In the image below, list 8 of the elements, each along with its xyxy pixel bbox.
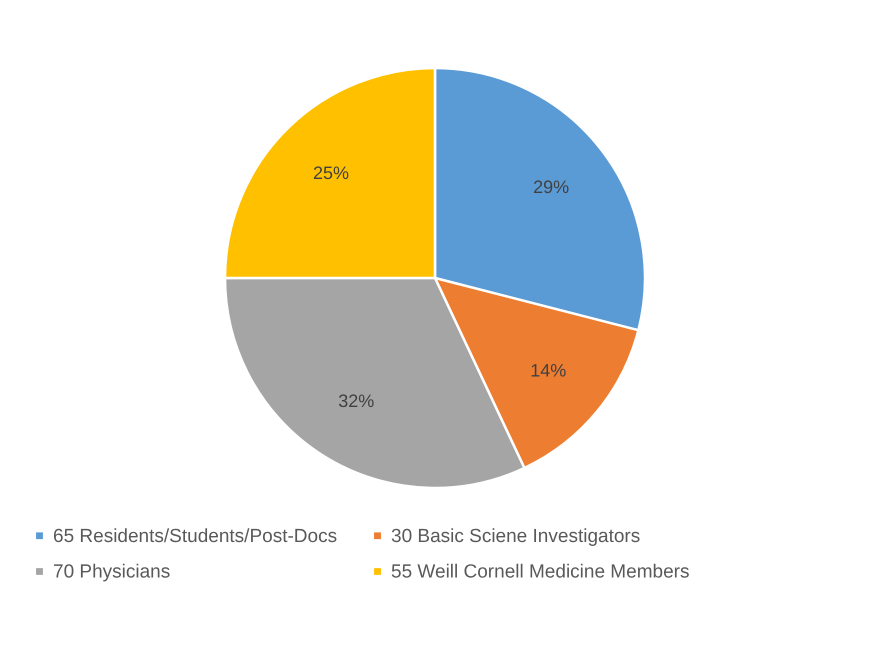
legend-label: 30 Basic Sciene Investigators — [391, 526, 640, 547]
legend-label: 65 Residents/Students/Post-Docs — [53, 526, 338, 547]
data-label: 25% — [313, 163, 350, 184]
data-label: 29% — [533, 176, 570, 197]
data-label: 14% — [530, 360, 566, 381]
data-label: 32% — [338, 391, 374, 412]
legend-label: 70 Physicians — [53, 562, 170, 582]
legend-label: 55 Weill Cornell Medicine Members — [391, 562, 690, 582]
